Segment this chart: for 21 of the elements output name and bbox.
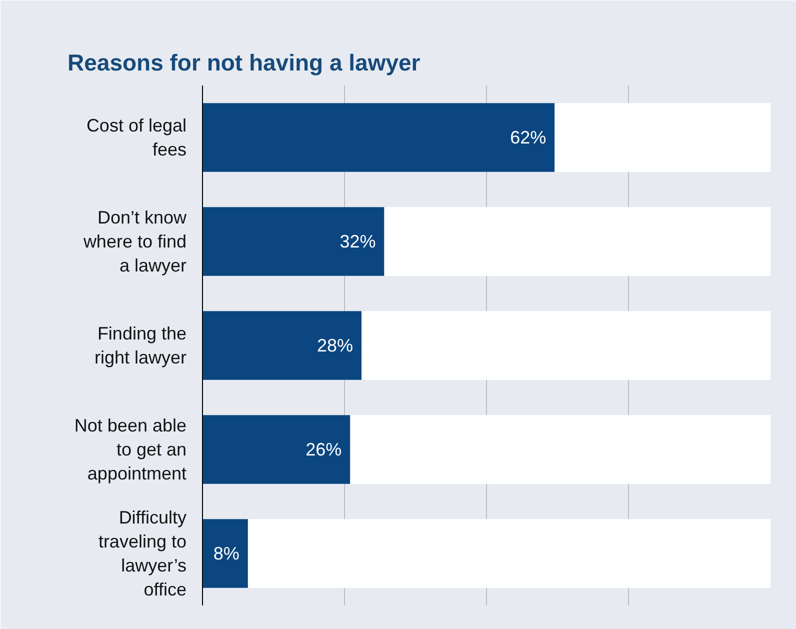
data-label: 8% — [213, 544, 240, 564]
y-tick-label: Cost of legal fees — [86, 116, 187, 160]
data-label: 28% — [316, 336, 354, 356]
y-tick-label: Not been able to get an appointment — [74, 416, 187, 484]
data-label: 62% — [510, 128, 546, 148]
data-label: 26% — [306, 440, 342, 460]
bar — [384, 207, 770, 276]
bar — [554, 103, 770, 172]
bar — [202, 415, 350, 484]
y-tick-label: Don’t know where to find a lawyer — [82, 208, 188, 276]
bar — [202, 311, 362, 380]
bar — [362, 311, 770, 380]
bar — [202, 519, 248, 588]
chart-title: Reasons for not having a lawyer — [68, 50, 420, 76]
y-tick-label: Difficulty traveling to lawyer’s office — [98, 508, 187, 600]
bar — [202, 207, 384, 276]
bar — [202, 103, 555, 172]
bar — [350, 415, 770, 484]
y-tick-label: Finding the right lawyer — [94, 324, 187, 368]
bar — [248, 519, 770, 588]
data-label: 32% — [340, 232, 376, 252]
